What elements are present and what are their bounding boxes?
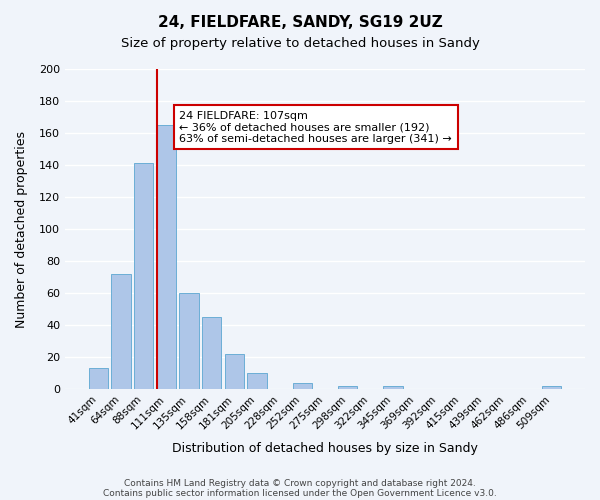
Bar	[293, 383, 312, 389]
Bar	[383, 386, 403, 389]
Bar	[179, 293, 199, 389]
Text: Contains public sector information licensed under the Open Government Licence v3: Contains public sector information licen…	[103, 488, 497, 498]
Bar	[202, 317, 221, 389]
Bar	[157, 125, 176, 389]
Bar	[542, 386, 562, 389]
Bar	[112, 274, 131, 389]
Bar	[338, 386, 358, 389]
Bar	[89, 368, 108, 389]
Text: 24 FIELDFARE: 107sqm
← 36% of detached houses are smaller (192)
63% of semi-deta: 24 FIELDFARE: 107sqm ← 36% of detached h…	[179, 110, 452, 144]
X-axis label: Distribution of detached houses by size in Sandy: Distribution of detached houses by size …	[172, 442, 478, 455]
Bar	[225, 354, 244, 389]
Bar	[134, 164, 154, 389]
Text: Contains HM Land Registry data © Crown copyright and database right 2024.: Contains HM Land Registry data © Crown c…	[124, 478, 476, 488]
Bar	[247, 373, 266, 389]
Y-axis label: Number of detached properties: Number of detached properties	[15, 130, 28, 328]
Text: 24, FIELDFARE, SANDY, SG19 2UZ: 24, FIELDFARE, SANDY, SG19 2UZ	[158, 15, 442, 30]
Text: Size of property relative to detached houses in Sandy: Size of property relative to detached ho…	[121, 38, 479, 51]
